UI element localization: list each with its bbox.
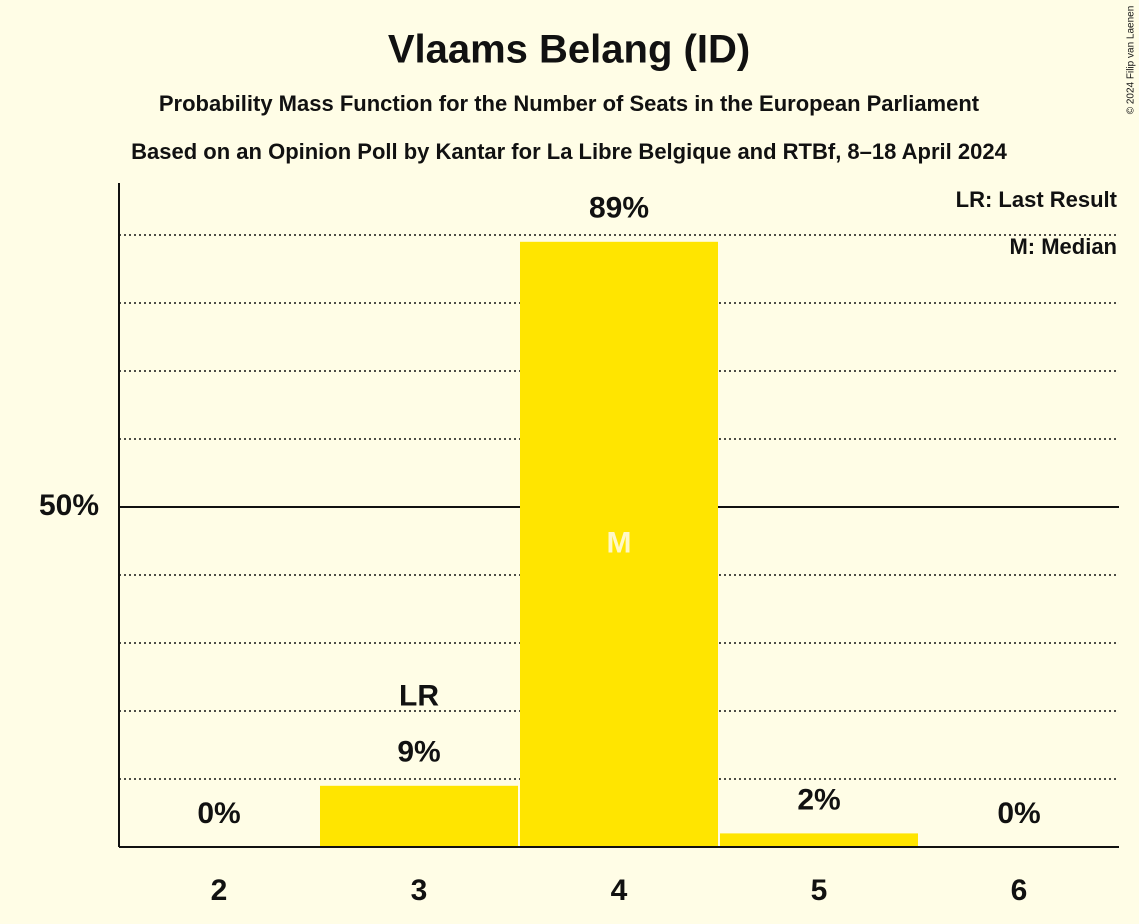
x-tick-label: 6 — [1011, 874, 1028, 907]
bar — [720, 833, 918, 847]
x-tick-label: 2 — [211, 874, 228, 907]
x-tick-label: 3 — [411, 874, 428, 907]
value-label: 0% — [997, 797, 1040, 830]
chart-title: Vlaams Belang (ID) — [388, 28, 750, 72]
legend-note: LR: Last Result — [956, 187, 1118, 212]
chart-subtitle: Based on an Opinion Poll by Kantar for L… — [131, 139, 1007, 164]
annotation: LR — [399, 680, 439, 713]
x-tick-label: 5 — [811, 874, 828, 907]
copyright: © 2024 Filip van Laenen — [1126, 6, 1137, 115]
value-label: 9% — [397, 736, 440, 769]
value-label: 89% — [589, 192, 649, 225]
chart-subtitle: Probability Mass Function for the Number… — [159, 91, 980, 116]
annotation: M — [607, 526, 632, 559]
bar — [320, 785, 518, 847]
bar — [520, 241, 718, 848]
y-tick-label: 50% — [39, 489, 99, 522]
value-label: 0% — [197, 797, 240, 830]
legend-note: M: Median — [1009, 234, 1117, 259]
x-tick-label: 4 — [611, 874, 628, 907]
value-label: 2% — [797, 783, 840, 816]
